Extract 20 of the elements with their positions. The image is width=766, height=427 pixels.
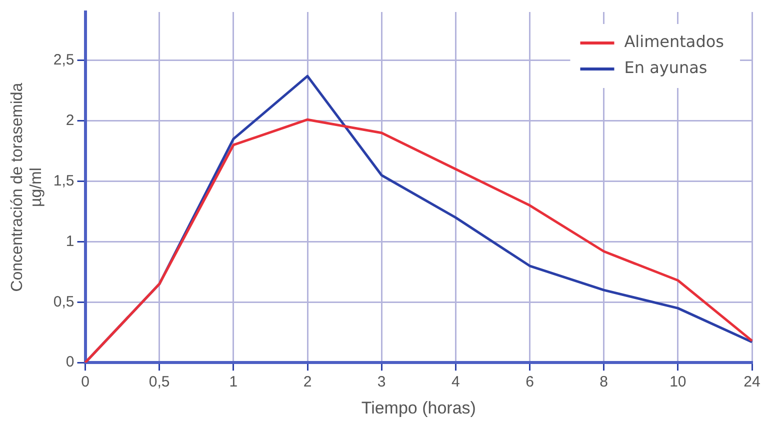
- y-tick-label: 0,5: [53, 293, 74, 310]
- x-tick-label: 6: [526, 374, 534, 391]
- x-tick-label: 10: [670, 374, 686, 391]
- y-tick-label: 1,5: [53, 172, 74, 190]
- x-tick-label: 0: [81, 374, 90, 391]
- y-tick-label: 2: [66, 112, 74, 129]
- y-tick-label: 2,5: [53, 52, 74, 68]
- x-tick-label: 4: [451, 374, 460, 391]
- legend-label: En ayunas: [624, 58, 708, 78]
- y-tick-label: 0: [66, 354, 74, 371]
- x-tick-label: 24: [744, 374, 760, 391]
- legend-label: Alimentados: [624, 32, 724, 52]
- y-tick-label: 1: [66, 232, 74, 250]
- x-axis-title: Tiempo (horas): [361, 398, 476, 418]
- x-tick-label: 2: [303, 374, 312, 391]
- y-axis-title: Concentración de torasemida µg/ml: [9, 82, 46, 292]
- x-tick-label: 0,5: [148, 374, 170, 391]
- x-tick-label: 1: [229, 374, 238, 391]
- x-tick-label: 3: [377, 374, 386, 391]
- x-tick-label: 8: [600, 374, 608, 391]
